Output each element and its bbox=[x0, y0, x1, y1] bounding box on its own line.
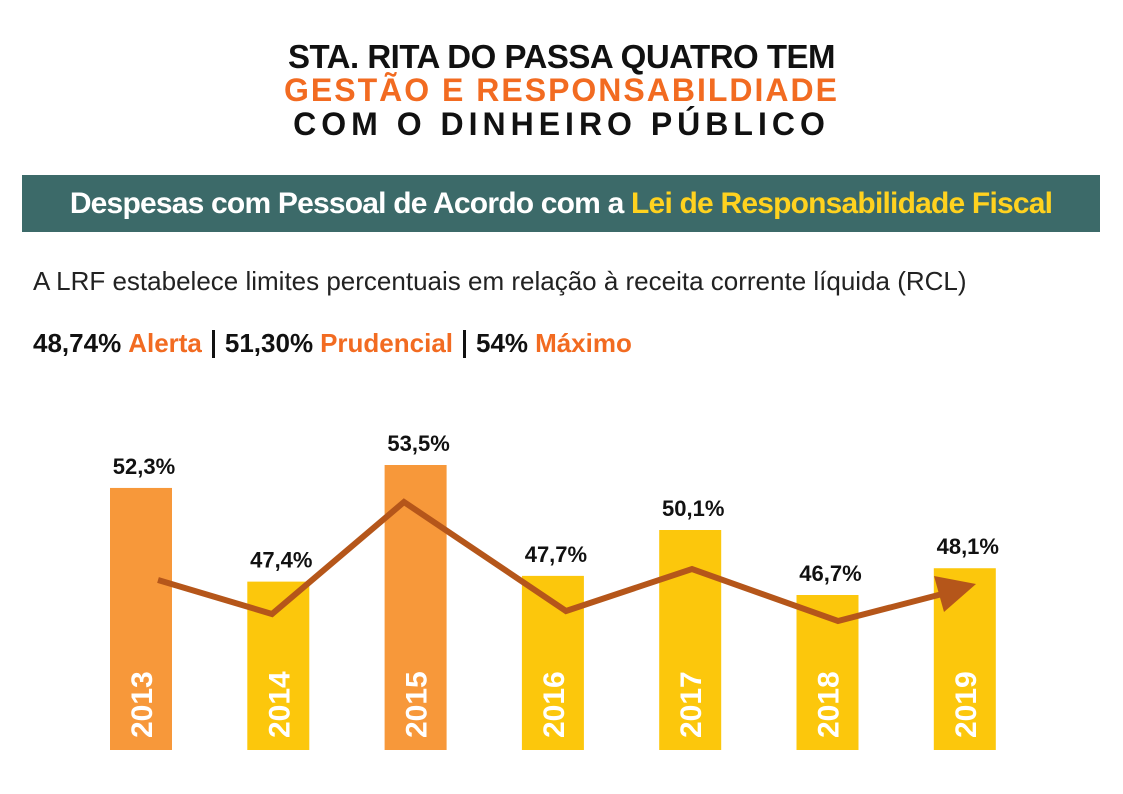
value-label: 47,4% bbox=[250, 548, 312, 573]
banner-highlight: Lei de Responsabilidade Fiscal bbox=[631, 187, 1053, 220]
category-label: 2019 bbox=[950, 671, 983, 738]
description: A LRF estabelece limites percentuais em … bbox=[33, 266, 967, 296]
limit-value: 48,74% bbox=[33, 328, 122, 358]
bar bbox=[110, 487, 172, 750]
header-line: STA. RITA DO PASSA QUATRO TEM bbox=[287, 38, 836, 75]
limit-value: 51,30% bbox=[224, 328, 314, 358]
category-label: 2015 bbox=[401, 671, 434, 738]
trend-arrowhead bbox=[934, 576, 976, 612]
value-label: 53,5% bbox=[387, 431, 449, 456]
value-label: 48,1% bbox=[937, 534, 999, 559]
limit-name: Prudencial bbox=[320, 328, 454, 358]
banner-text: Despesas com Pessoal de Acordo com a bbox=[69, 187, 624, 220]
banner: Despesas com Pessoal de Acordo com a Lei… bbox=[22, 175, 1100, 232]
separator bbox=[211, 329, 215, 358]
category-label: 2014 bbox=[263, 671, 296, 738]
value-label: 47,7% bbox=[525, 542, 587, 567]
header-line: COM O DINHEIRO PÚBLICO bbox=[293, 106, 830, 142]
value-label: 46,7% bbox=[799, 561, 861, 586]
category-label: 2018 bbox=[813, 671, 846, 738]
limit-name: Máximo bbox=[535, 328, 632, 358]
category-label: 2017 bbox=[675, 671, 708, 738]
value-label: 50,1% bbox=[662, 496, 724, 521]
limit-value: 54% bbox=[476, 328, 529, 358]
value-label: 52,3% bbox=[113, 454, 175, 479]
limit-name: Alerta bbox=[128, 328, 202, 358]
category-label: 2016 bbox=[538, 671, 571, 738]
header-line: GESTÃO E RESPONSABILDIADE bbox=[284, 72, 839, 108]
trend-line bbox=[157, 498, 951, 625]
limits: 48,74% Alerta 51,30% Prudencial 54% Máximo bbox=[33, 328, 632, 359]
separator bbox=[463, 329, 467, 358]
category-label: 2013 bbox=[126, 671, 159, 738]
